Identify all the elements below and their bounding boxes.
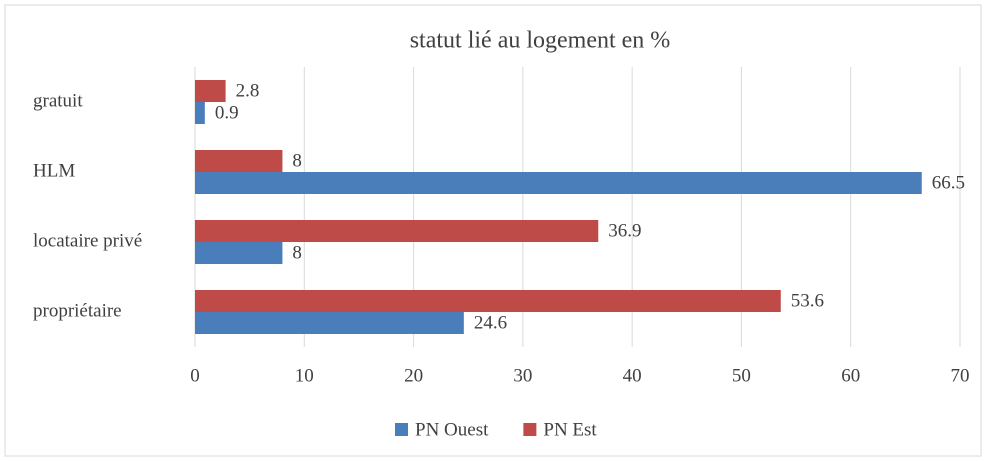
y-tick-label: HLM <box>33 160 75 181</box>
bar <box>195 290 781 312</box>
x-tick-label: 70 <box>951 365 970 386</box>
data-label: 0.9 <box>215 102 239 123</box>
y-tick-label: locataire privé <box>33 230 142 251</box>
y-tick-label: gratuit <box>33 90 83 111</box>
bar <box>195 312 464 334</box>
y-tick-label: propriétaire <box>33 300 122 321</box>
chart-title: statut lié au logement en % <box>410 28 671 54</box>
data-label: 53.6 <box>791 290 824 311</box>
legend-swatch <box>395 423 408 436</box>
legend-swatch <box>523 423 537 436</box>
bar <box>195 242 283 264</box>
x-tick-label: 20 <box>404 365 423 386</box>
bar <box>195 172 922 194</box>
legend-label: PN Est <box>543 419 597 440</box>
data-label: 66.5 <box>932 172 965 193</box>
bar <box>195 102 205 124</box>
x-tick-label: 40 <box>623 365 642 386</box>
legend-label: PN Ouest <box>415 419 489 440</box>
x-tick-label: 30 <box>513 365 532 386</box>
data-label: 24.6 <box>474 312 507 333</box>
x-tick-label: 50 <box>732 365 751 386</box>
data-label: 2.8 <box>236 80 260 101</box>
x-tick-label: 60 <box>841 365 860 386</box>
x-tick-label: 10 <box>295 365 314 386</box>
bar <box>195 80 226 102</box>
data-label: 8 <box>292 150 302 171</box>
x-tick-label: 0 <box>190 365 200 386</box>
data-label: 8 <box>292 242 302 263</box>
bar <box>195 220 599 242</box>
data-label: 36.9 <box>608 220 641 241</box>
bar <box>195 150 283 172</box>
